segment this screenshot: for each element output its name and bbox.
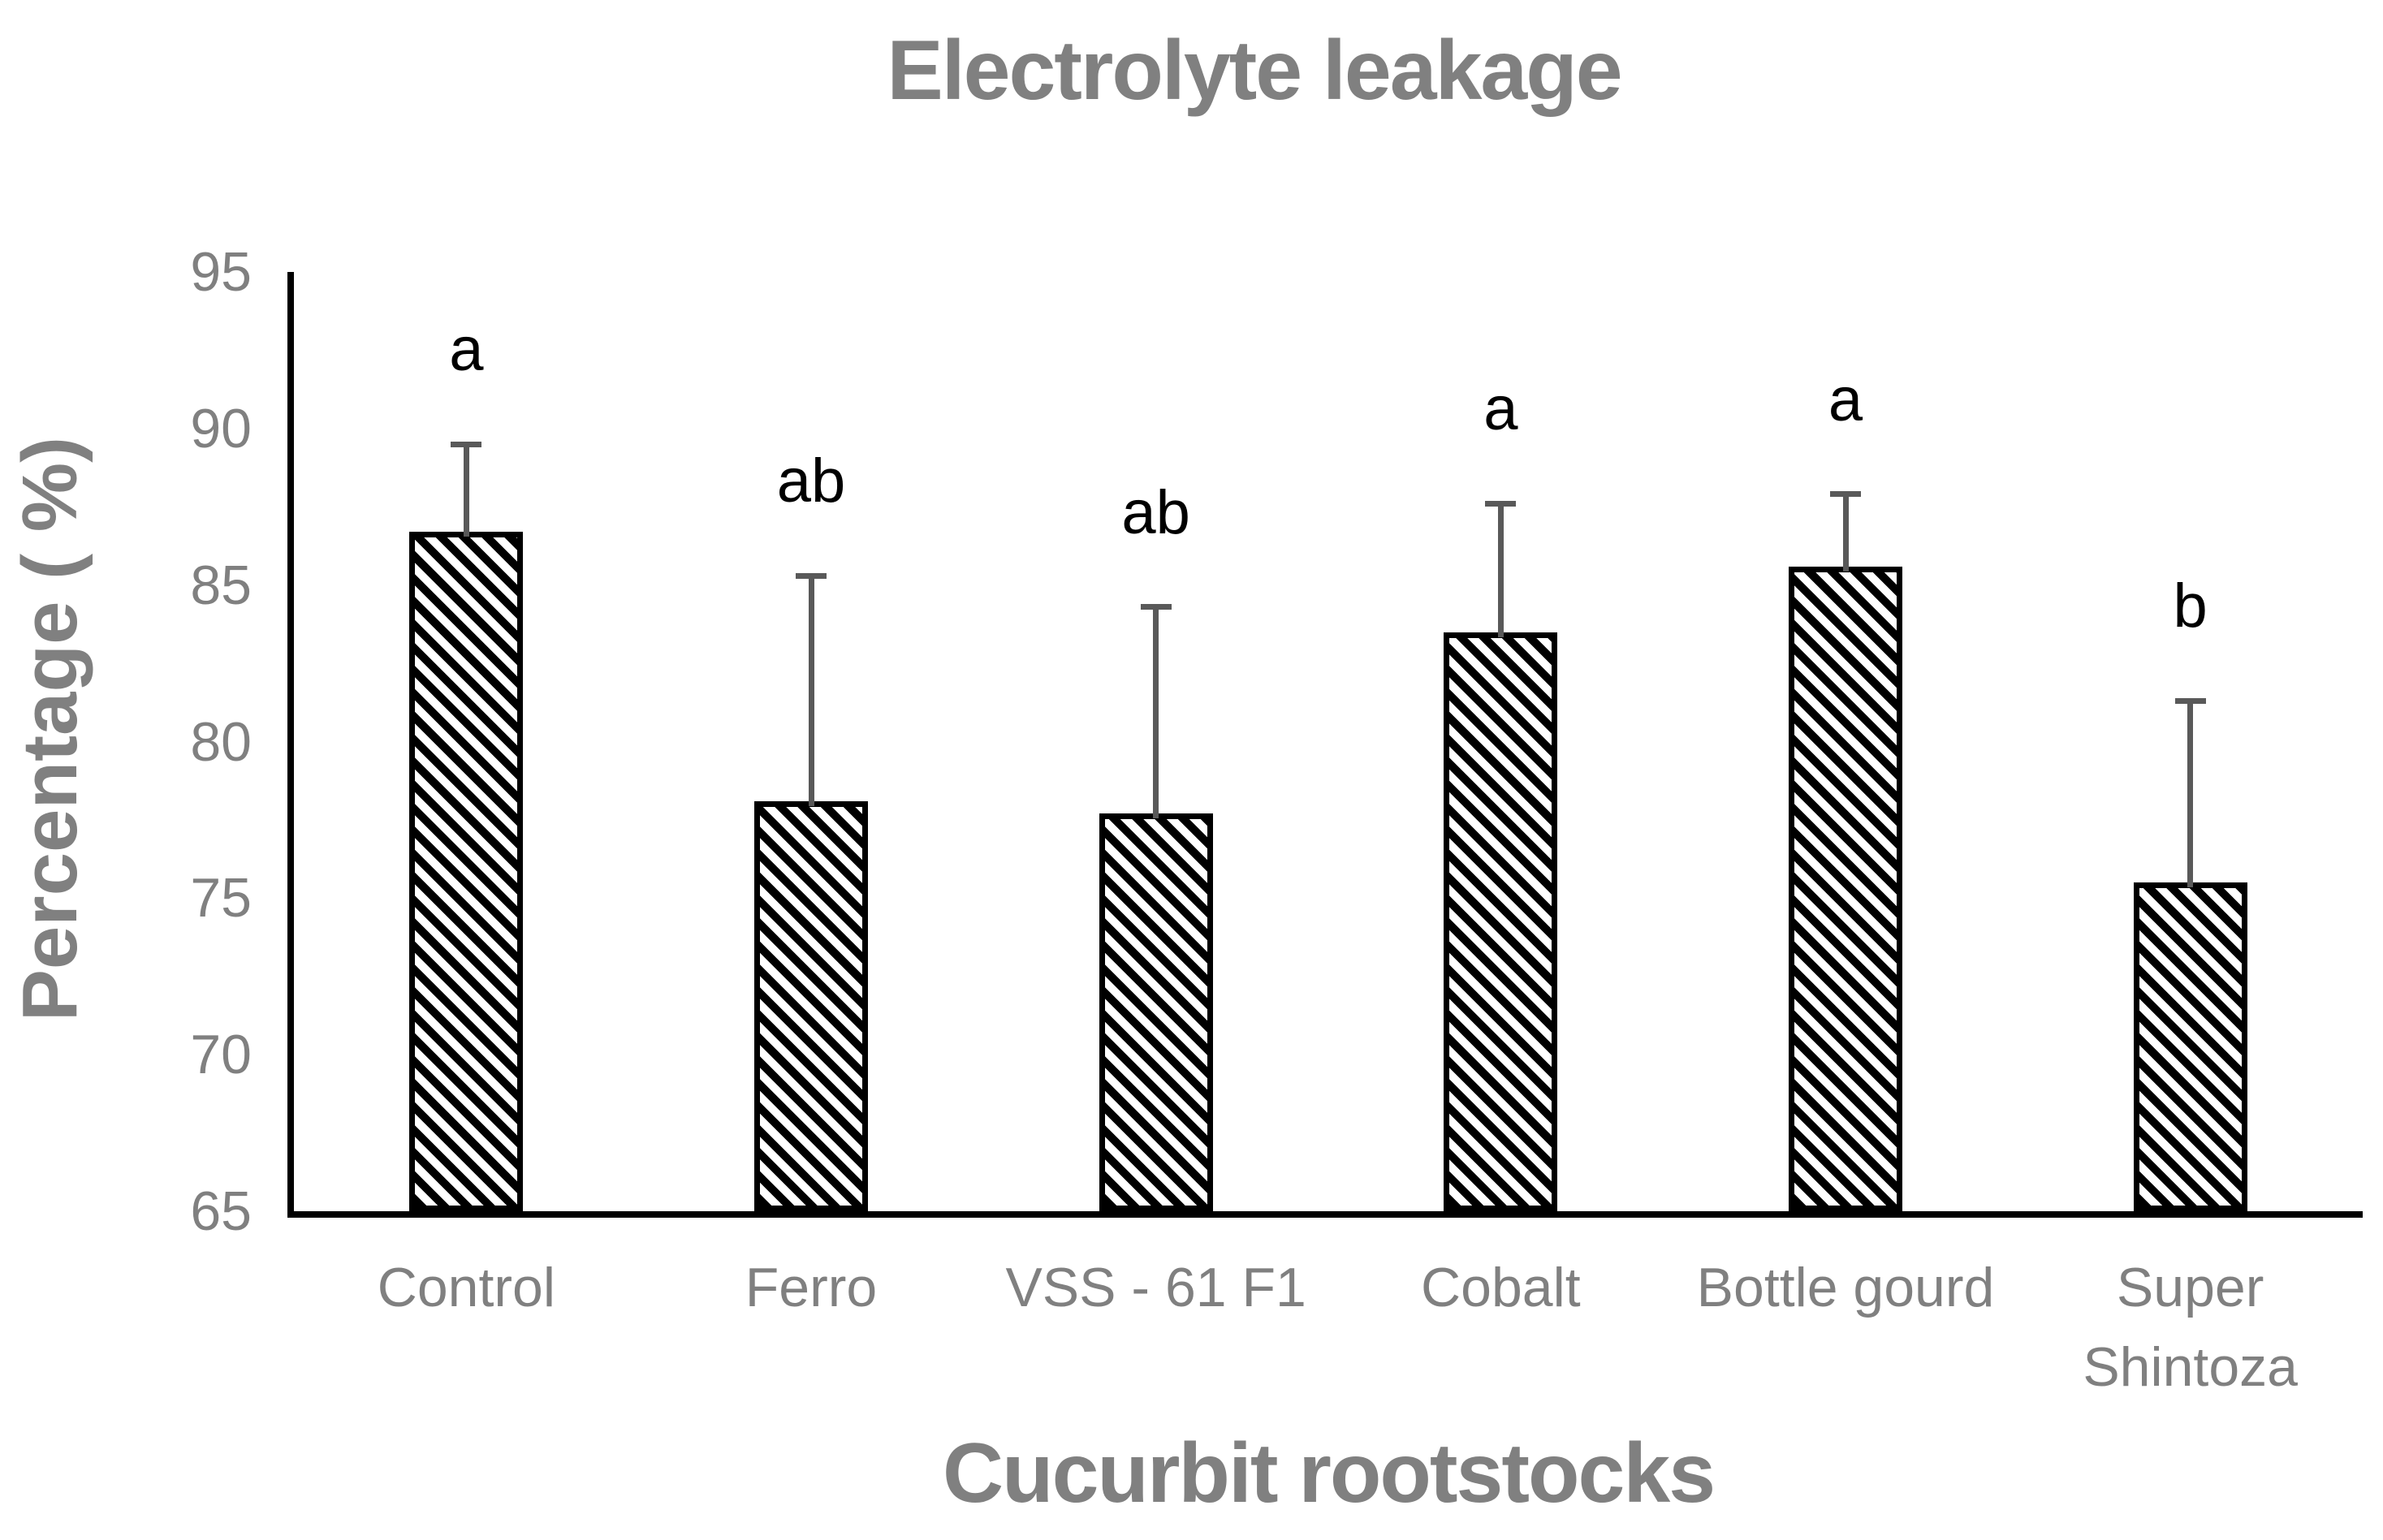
y-axis-tick-label: 70 — [190, 1024, 252, 1086]
y-axis-tick-label: 90 — [190, 397, 252, 459]
x-axis-category-label: Cobalt — [1421, 1257, 1581, 1318]
y-axis-tick-label: 75 — [190, 867, 252, 930]
y-axis-tick-label: 95 — [190, 241, 252, 303]
y-axis-tick-label: 65 — [190, 1180, 252, 1242]
plot-area — [287, 272, 2363, 1218]
y-axis-tick-label: 85 — [190, 554, 252, 616]
x-axis-category-label: Super Shintoza — [2083, 1257, 2298, 1398]
chart-title: Electrolyte leakage — [887, 24, 1622, 118]
y-axis-title: Percentage ( %) — [6, 436, 93, 1022]
x-axis-category-label: Bottle gourd — [1696, 1257, 1995, 1318]
x-axis-category-label: Ferro — [745, 1257, 878, 1318]
y-axis-tick-label: 80 — [190, 710, 252, 773]
x-axis-category-label: Control — [377, 1257, 555, 1318]
x-axis-category-label: VSS - 61 F1 — [1005, 1257, 1306, 1318]
x-axis-title: Cucurbit rootstocks — [942, 1426, 1716, 1521]
